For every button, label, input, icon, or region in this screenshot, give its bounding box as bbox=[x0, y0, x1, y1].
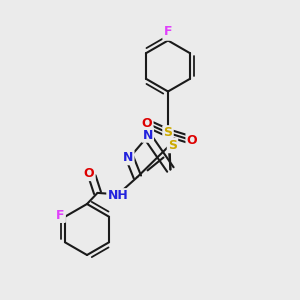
Text: S: S bbox=[164, 126, 172, 140]
Text: O: O bbox=[142, 117, 152, 130]
Text: S: S bbox=[168, 139, 177, 152]
Text: O: O bbox=[187, 134, 197, 147]
Text: F: F bbox=[164, 25, 172, 38]
Text: NH: NH bbox=[107, 189, 128, 203]
Text: N: N bbox=[142, 128, 153, 142]
Text: F: F bbox=[164, 26, 172, 40]
Text: F: F bbox=[56, 209, 65, 222]
Text: O: O bbox=[84, 167, 94, 180]
Text: N: N bbox=[123, 151, 133, 164]
